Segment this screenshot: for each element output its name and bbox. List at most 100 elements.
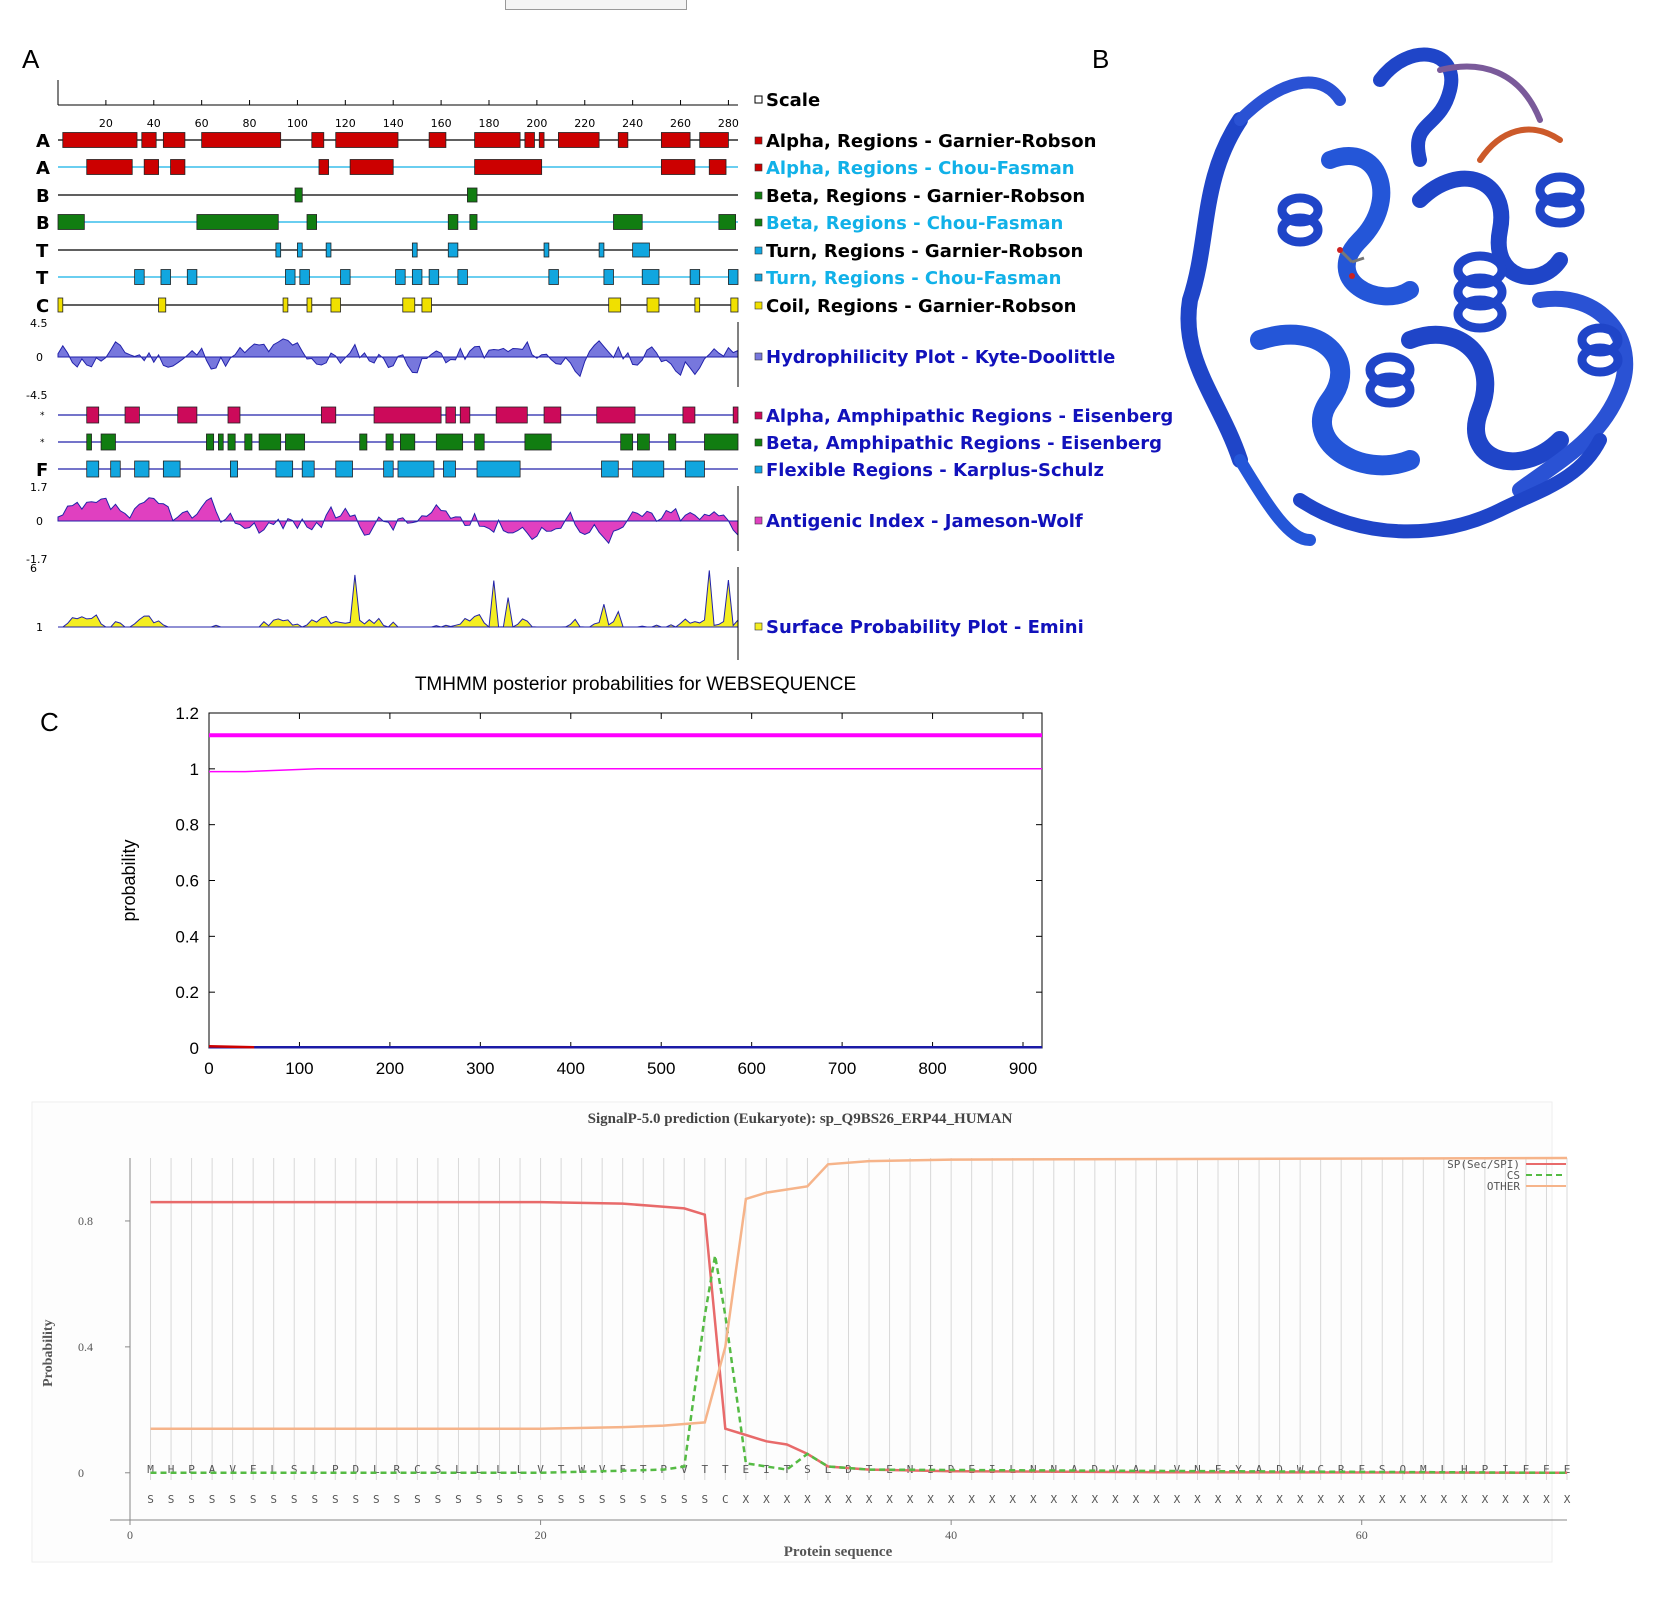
tmhmm-x-tick-label: 0 bbox=[204, 1059, 213, 1078]
track-segment bbox=[186, 269, 198, 285]
signalp-annotation: S bbox=[373, 1493, 380, 1506]
track-segment bbox=[397, 460, 435, 478]
track-segment bbox=[383, 460, 394, 478]
signalp-residue: N bbox=[1194, 1463, 1201, 1476]
tmhmm-y-label: probability bbox=[119, 839, 139, 921]
scale-tick-label: 240 bbox=[622, 117, 643, 130]
track-marker: * bbox=[40, 438, 45, 448]
signalp-residue: P bbox=[188, 1463, 195, 1476]
track-segment bbox=[110, 460, 121, 478]
track-segment bbox=[160, 269, 171, 285]
signalp-residue: F bbox=[1215, 1463, 1222, 1476]
signalp-residue: E bbox=[1564, 1463, 1571, 1476]
signalp-residue: N bbox=[907, 1463, 914, 1476]
track-segment bbox=[543, 242, 550, 258]
signalp-residue: H bbox=[1461, 1463, 1468, 1476]
track-segment bbox=[598, 242, 605, 258]
signalp-annotation: X bbox=[1399, 1493, 1406, 1506]
track-segment bbox=[603, 269, 614, 285]
signalp-annotation: S bbox=[435, 1493, 442, 1506]
track-segment bbox=[206, 433, 215, 451]
track-segment bbox=[143, 159, 159, 175]
signalp-annotation: X bbox=[968, 1493, 975, 1506]
track-segment bbox=[258, 433, 282, 451]
signalp-residue: D bbox=[353, 1463, 360, 1476]
track-letter: B bbox=[36, 213, 50, 234]
legend-swatch bbox=[754, 218, 763, 227]
plot-area bbox=[58, 570, 739, 628]
track-segment bbox=[447, 242, 459, 258]
top-toolbar-fragment bbox=[505, 0, 687, 10]
signalp-annotation: X bbox=[1379, 1493, 1386, 1506]
signalp-residue: H bbox=[168, 1463, 175, 1476]
tmhmm-x-tick-label: 900 bbox=[1009, 1059, 1037, 1078]
signalp-annotation: X bbox=[1317, 1493, 1324, 1506]
signalp-annotation: S bbox=[291, 1493, 298, 1506]
track-segment bbox=[467, 187, 478, 203]
protean-chart: 20 40 60 80 100 120 140 160 180 200 220 240 260 280Sc… bbox=[26, 80, 1173, 660]
signalp-annotation: X bbox=[1215, 1493, 1222, 1506]
signalp-residue: L bbox=[1441, 1463, 1448, 1476]
signalp-residue: E bbox=[1543, 1463, 1550, 1476]
tmhmm-y-tick-label: 0.6 bbox=[175, 872, 199, 891]
tmhmm-x-tick-label: 100 bbox=[285, 1059, 313, 1078]
signalp-annotation: X bbox=[927, 1493, 934, 1506]
scale-tick-label: 260 bbox=[670, 117, 691, 130]
track-segment bbox=[543, 406, 562, 424]
track-segment bbox=[285, 269, 296, 285]
track-segment bbox=[177, 406, 198, 424]
legend-swatch bbox=[754, 273, 763, 282]
signalp-annotation: X bbox=[1482, 1493, 1489, 1506]
track-segment bbox=[385, 433, 394, 451]
signalp-annotation: X bbox=[989, 1493, 996, 1506]
track-label: Beta, Regions - Garnier-Robson bbox=[766, 186, 1085, 207]
signalp-residue: F bbox=[1358, 1463, 1365, 1476]
tmhmm-x-tick-label: 200 bbox=[376, 1059, 404, 1078]
signalp-residue: V bbox=[1174, 1463, 1181, 1476]
track-segment bbox=[294, 187, 303, 203]
track-segment bbox=[708, 159, 727, 175]
track-segment bbox=[548, 269, 559, 285]
scale-tick-label: 180 bbox=[478, 117, 499, 130]
track-segment bbox=[340, 269, 351, 285]
panel-label-c: C bbox=[40, 707, 59, 737]
signalp-annotation: S bbox=[537, 1493, 544, 1506]
signalp-x-tick-label: 40 bbox=[945, 1528, 957, 1542]
signalp-annotation: X bbox=[1420, 1493, 1427, 1506]
signalp-annotation: X bbox=[886, 1493, 893, 1506]
legend-swatch bbox=[754, 622, 763, 631]
signalp-legend-label: CS bbox=[1507, 1169, 1520, 1182]
signalp-annotation: X bbox=[1235, 1493, 1242, 1506]
signalp-annotation: X bbox=[763, 1493, 770, 1506]
track-segment bbox=[474, 433, 485, 451]
signalp-residue: P bbox=[660, 1463, 667, 1476]
track-segment bbox=[86, 406, 100, 424]
track-segment bbox=[318, 159, 329, 175]
signalp-annotation: X bbox=[1358, 1493, 1365, 1506]
plot-scale-bot: -4.5 bbox=[26, 389, 47, 402]
plot-scale-top: 1.7 bbox=[30, 481, 48, 494]
track-segment bbox=[421, 297, 432, 313]
plot-label: Hydrophilicity Plot - Kyte-Doolittle bbox=[766, 347, 1115, 368]
legend-swatch bbox=[754, 301, 763, 310]
tmhmm-title: TMHMM posterior probabilities for WEBSEQ… bbox=[415, 674, 856, 695]
track-segment bbox=[373, 406, 442, 424]
signalp-title: SignalP-5.0 prediction (Eukaryote): sp_Q… bbox=[588, 1111, 1013, 1127]
signalp-residue: V bbox=[599, 1463, 606, 1476]
track-segment bbox=[660, 159, 696, 175]
tmhmm-y-tick-label: 0.4 bbox=[175, 927, 199, 946]
track-segment bbox=[601, 460, 619, 478]
track-segment bbox=[402, 297, 416, 313]
tmhmm-y-tick-label: 1 bbox=[190, 760, 199, 779]
track-segment bbox=[86, 460, 100, 478]
track-label: Alpha, Regions - Garnier-Robson bbox=[766, 131, 1096, 152]
signalp-residue: S bbox=[804, 1463, 811, 1476]
tmhmm-series-line bbox=[209, 768, 1042, 773]
signalp-annotation: S bbox=[619, 1493, 626, 1506]
signalp-residue: E bbox=[968, 1463, 975, 1476]
signalp-annotation: X bbox=[1050, 1493, 1057, 1506]
signalp-residue: S bbox=[435, 1463, 442, 1476]
signalp-residue: T bbox=[701, 1463, 708, 1476]
signalp-residue: L bbox=[517, 1463, 524, 1476]
signalp-residue: L bbox=[311, 1463, 318, 1476]
